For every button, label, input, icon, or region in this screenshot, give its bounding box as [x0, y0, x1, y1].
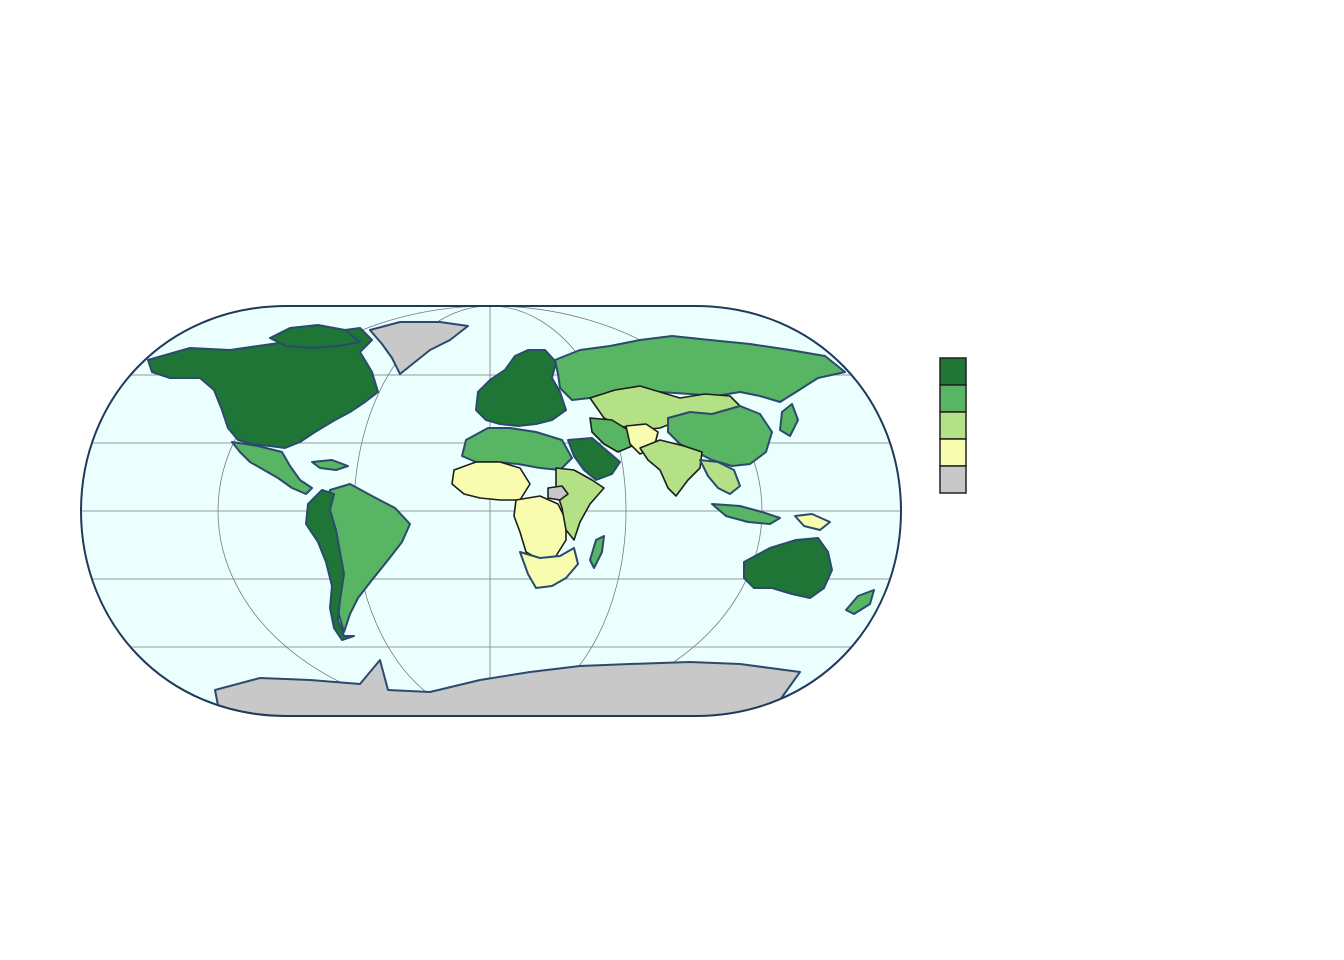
- country-madagascar[interactable]: [589, 535, 605, 569]
- legend-swatch: [939, 384, 967, 413]
- legend: [939, 357, 967, 494]
- country-japan[interactable]: [779, 403, 799, 437]
- legend-swatch: [939, 465, 967, 494]
- country-southeast-asia[interactable]: [699, 459, 741, 495]
- country-south-sudan[interactable]: [547, 485, 569, 501]
- country-caribbean[interactable]: [311, 459, 349, 471]
- map-frame: [79, 305, 903, 717]
- legend-swatch: [939, 357, 967, 386]
- country-greenland[interactable]: [369, 321, 469, 375]
- country-papua-new-guinea[interactable]: [794, 513, 831, 531]
- country-arabian-peninsula[interactable]: [567, 437, 621, 481]
- country-australia[interactable]: [743, 537, 833, 599]
- country-west-africa[interactable]: [451, 461, 531, 501]
- legend-swatch: [939, 411, 967, 440]
- country-western-europe[interactable]: [475, 349, 567, 427]
- country-new-zealand[interactable]: [845, 589, 875, 615]
- legend-swatch: [939, 438, 967, 467]
- country-south-asia[interactable]: [639, 439, 703, 497]
- country-canadian-islands[interactable]: [269, 324, 361, 349]
- countries-layer: [147, 321, 875, 716]
- country-south-america-west[interactable]: [305, 489, 355, 641]
- country-mexico-central-america[interactable]: [231, 441, 313, 495]
- country-east-africa[interactable]: [555, 467, 605, 541]
- country-indonesia[interactable]: [711, 503, 781, 525]
- country-iran-region[interactable]: [589, 417, 633, 453]
- country-southern-africa[interactable]: [519, 547, 579, 589]
